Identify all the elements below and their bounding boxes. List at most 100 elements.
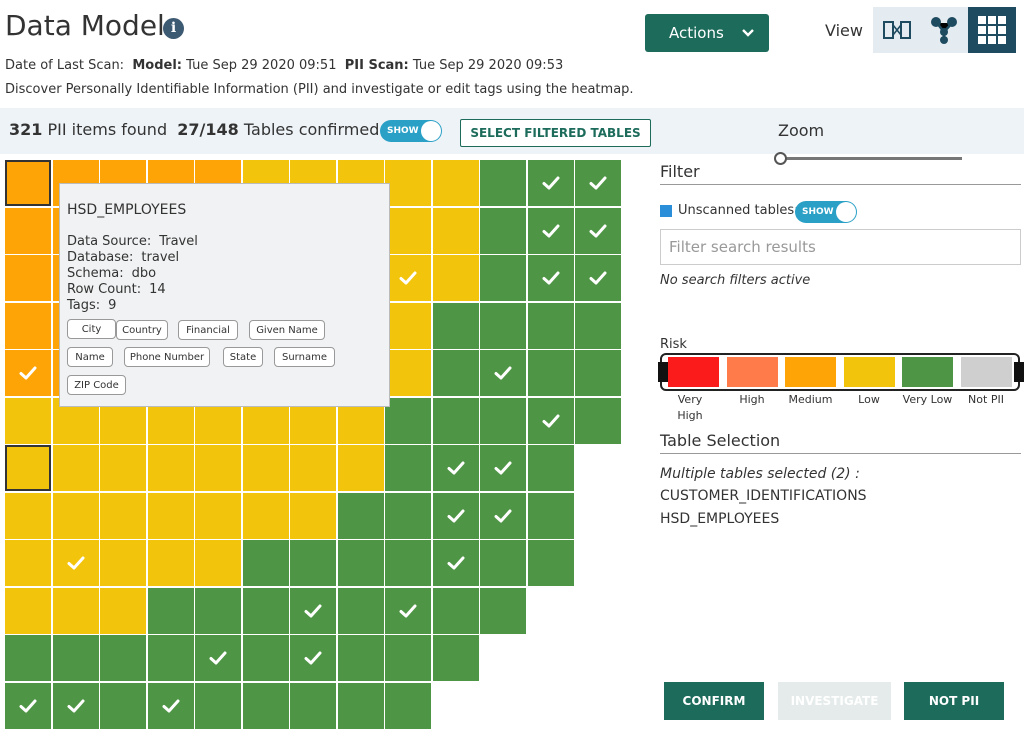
heatmap-cell[interactable]: [242, 635, 289, 681]
heatmap-cell[interactable]: [100, 445, 146, 491]
heatmap-cell[interactable]: [5, 302, 51, 349]
heatmap-cell[interactable]: [385, 160, 431, 206]
heatmap-cell[interactable]: [147, 540, 194, 586]
select-filtered-tables-button[interactable]: SELECT FILTERED TABLES: [460, 119, 651, 147]
heatmap-cell[interactable]: [480, 492, 526, 539]
heatmap-cell[interactable]: [480, 587, 526, 634]
not-pii-button[interactable]: NOT PII: [904, 682, 1004, 720]
heatmap-cell[interactable]: [527, 255, 574, 301]
heatmap-cell[interactable]: [52, 540, 99, 586]
tag-chip[interactable]: Surname: [274, 347, 335, 367]
heatmap-cell[interactable]: [290, 492, 336, 539]
heatmap-cell[interactable]: [385, 302, 431, 349]
heatmap-cell[interactable]: [575, 255, 621, 301]
heatmap-cell[interactable]: [385, 635, 431, 681]
heatmap-cell[interactable]: [290, 540, 336, 586]
heatmap-cell[interactable]: [290, 635, 336, 681]
heatmap-cell[interactable]: [147, 445, 194, 491]
heatmap-cell[interactable]: [527, 350, 574, 396]
heatmap-cell[interactable]: [432, 445, 479, 491]
heatmap-cell[interactable]: [5, 492, 51, 539]
pii-show-toggle[interactable]: SHOW: [380, 120, 442, 142]
heatmap-cell[interactable]: [480, 397, 526, 444]
heatmap-cell[interactable]: [480, 302, 526, 349]
heatmap-cell[interactable]: [575, 350, 621, 396]
heatmap-cell[interactable]: [290, 682, 336, 729]
heatmap-cell[interactable]: [432, 635, 479, 681]
investigate-button[interactable]: INVESTIGATE: [778, 682, 891, 720]
heatmap-cell[interactable]: [52, 492, 99, 539]
heatmap-cell[interactable]: [100, 635, 146, 681]
zoom-slider-thumb[interactable]: [774, 152, 787, 165]
heatmap-cell[interactable]: [242, 492, 289, 539]
heatmap-cell[interactable]: [195, 445, 241, 491]
heatmap-cell[interactable]: [480, 350, 526, 396]
heatmap-cell[interactable]: [575, 207, 621, 254]
heatmap-cell[interactable]: [527, 207, 574, 254]
view-graph-button[interactable]: [920, 7, 968, 53]
heatmap-cell[interactable]: [432, 492, 479, 539]
heatmap-cell[interactable]: [242, 587, 289, 634]
risk-swatch[interactable]: [843, 357, 895, 387]
heatmap-cell[interactable]: [147, 635, 194, 681]
heatmap-cell[interactable]: [5, 587, 51, 634]
heatmap-cell[interactable]: [52, 682, 99, 729]
confirm-button[interactable]: CONFIRM: [664, 682, 764, 720]
heatmap-cell[interactable]: [5, 255, 51, 301]
filter-search-input[interactable]: [660, 229, 1021, 265]
heatmap-cell[interactable]: [5, 160, 51, 206]
heatmap-cell[interactable]: [100, 540, 146, 586]
tag-chip[interactable]: Financial: [178, 320, 238, 340]
zoom-slider-track[interactable]: [780, 157, 962, 160]
risk-swatch[interactable]: [726, 357, 778, 387]
tag-chip[interactable]: City: [67, 319, 116, 339]
heatmap-cell[interactable]: [290, 445, 336, 491]
heatmap-cell[interactable]: [385, 445, 431, 491]
heatmap-cell[interactable]: [5, 540, 51, 586]
heatmap-cell[interactable]: [527, 302, 574, 349]
heatmap-cell[interactable]: [337, 540, 384, 586]
heatmap-cell[interactable]: [432, 302, 479, 349]
heatmap-cell[interactable]: [385, 540, 431, 586]
heatmap-cell[interactable]: [432, 207, 479, 254]
heatmap-cell[interactable]: [5, 207, 51, 254]
heatmap-cell[interactable]: [385, 255, 431, 301]
heatmap-cell[interactable]: [5, 682, 51, 729]
heatmap-cell[interactable]: [5, 397, 51, 444]
heatmap-cell[interactable]: [337, 682, 384, 729]
actions-button[interactable]: Actions: [645, 14, 769, 52]
heatmap-cell[interactable]: [432, 540, 479, 586]
tag-chip[interactable]: Given Name: [249, 320, 325, 340]
heatmap-cell[interactable]: [480, 445, 526, 491]
tag-chip[interactable]: Country: [116, 320, 168, 340]
risk-swatch[interactable]: [902, 357, 953, 387]
heatmap-cell[interactable]: [480, 160, 526, 206]
risk-swatch[interactable]: [668, 357, 719, 387]
heatmap-cell[interactable]: [385, 682, 431, 729]
tag-chip[interactable]: Name: [67, 347, 113, 367]
heatmap-cell[interactable]: [5, 350, 51, 396]
tag-chip[interactable]: State: [223, 347, 263, 367]
risk-range-handle-right[interactable]: [1014, 362, 1024, 382]
heatmap-cell[interactable]: [290, 587, 336, 634]
heatmap-cell[interactable]: [195, 540, 241, 586]
info-icon[interactable]: i: [163, 18, 184, 39]
heatmap-cell[interactable]: [242, 540, 289, 586]
heatmap-cell[interactable]: [527, 160, 574, 206]
heatmap-cell[interactable]: [575, 160, 621, 206]
heatmap-cell[interactable]: [5, 445, 51, 491]
tag-chip[interactable]: ZIP Code: [67, 375, 126, 395]
heatmap-cell[interactable]: [242, 445, 289, 491]
heatmap-cell[interactable]: [385, 492, 431, 539]
heatmap-cell[interactable]: [385, 587, 431, 634]
heatmap-cell[interactable]: [432, 350, 479, 396]
heatmap-cell[interactable]: [195, 682, 241, 729]
heatmap-cell[interactable]: [195, 635, 241, 681]
heatmap-cell[interactable]: [147, 492, 194, 539]
heatmap-cell[interactable]: [195, 587, 241, 634]
heatmap-cell[interactable]: [432, 160, 479, 206]
heatmap-cell[interactable]: [385, 207, 431, 254]
heatmap-cell[interactable]: [5, 635, 51, 681]
heatmap-cell[interactable]: [100, 492, 146, 539]
heatmap-cell[interactable]: [337, 635, 384, 681]
